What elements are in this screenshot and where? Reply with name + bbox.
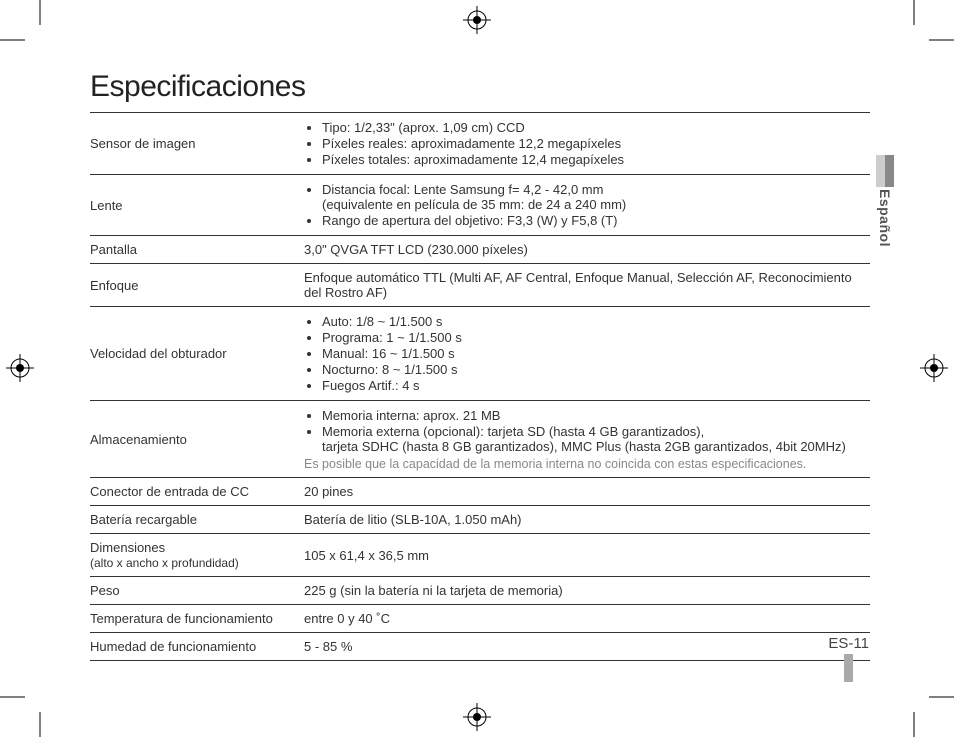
language-tab-label: Español (877, 189, 893, 247)
language-tab: Español (876, 155, 894, 247)
list-item: Píxeles reales: aproximadamente 12,2 meg… (322, 136, 866, 151)
row-label: Temperatura de funcionamiento (90, 605, 304, 633)
table-row: Pantalla 3,0" QVGA TFT LCD (230.000 píxe… (90, 236, 870, 264)
table-row: Conector de entrada de CC 20 pines (90, 478, 870, 506)
registration-mark-bottom (463, 703, 491, 731)
page-number-block: ES-11 (828, 635, 869, 682)
page-content: Especificaciones Sensor de imagen Tipo: … (90, 70, 870, 661)
table-row: Sensor de imagen Tipo: 1/2,33" (aprox. 1… (90, 113, 870, 175)
registration-mark-left (6, 354, 34, 382)
table-row: Enfoque Enfoque automático TTL (Multi AF… (90, 264, 870, 307)
row-value: Batería de litio (SLB-10A, 1.050 mAh) (304, 506, 870, 534)
row-label: Pantalla (90, 236, 304, 264)
spec-table: Sensor de imagen Tipo: 1/2,33" (aprox. 1… (90, 112, 870, 661)
row-label: Dimensiones (alto x ancho x profundidad) (90, 534, 304, 577)
list-item: Rango de apertura del objetivo: F3,3 (W)… (322, 213, 866, 228)
list-item: Memoria externa (opcional): tarjeta SD (… (322, 424, 866, 454)
list-item: Auto: 1/8 ~ 1/1.500 s (322, 314, 866, 329)
list-item: Nocturno: 8 ~ 1/1.500 s (322, 362, 866, 377)
page-title: Especificaciones (90, 70, 870, 104)
registration-mark-top (463, 6, 491, 34)
list-item: Tipo: 1/2,33" (aprox. 1,09 cm) CCD (322, 120, 866, 135)
table-row: Temperatura de funcionamiento entre 0 y … (90, 605, 870, 633)
row-label: Lente (90, 175, 304, 236)
row-label: Sensor de imagen (90, 113, 304, 175)
row-value: 225 g (sin la batería ni la tarjeta de m… (304, 577, 870, 605)
list-item: Manual: 16 ~ 1/1.500 s (322, 346, 866, 361)
table-row: Humedad de funcionamiento 5 - 85 % (90, 633, 870, 661)
row-value: 3,0" QVGA TFT LCD (230.000 píxeles) (304, 236, 870, 264)
table-row: Lente Distancia focal: Lente Samsung f= … (90, 175, 870, 236)
page-number-bar (844, 654, 853, 682)
table-row: Batería recargable Batería de litio (SLB… (90, 506, 870, 534)
registration-mark-right (920, 354, 948, 382)
row-label: Batería recargable (90, 506, 304, 534)
table-row: Almacenamiento Memoria interna: aprox. 2… (90, 401, 870, 478)
list-item: Programa: 1 ~ 1/1.500 s (322, 330, 866, 345)
list-item: Distancia focal: Lente Samsung f= 4,2 - … (322, 182, 866, 212)
row-value: 20 pines (304, 478, 870, 506)
row-value: 5 - 85 % (304, 633, 870, 661)
table-row: Dimensiones (alto x ancho x profundidad)… (90, 534, 870, 577)
row-value: 105 x 61,4 x 36,5 mm (304, 534, 870, 577)
list-item: Memoria interna: aprox. 21 MB (322, 408, 866, 423)
table-row: Peso 225 g (sin la batería ni la tarjeta… (90, 577, 870, 605)
list-item: Píxeles totales: aproximadamente 12,4 me… (322, 152, 866, 167)
row-label: Almacenamiento (90, 401, 304, 478)
list-item: Fuegos Artif.: 4 s (322, 378, 866, 393)
row-value: Enfoque automático TTL (Multi AF, AF Cen… (304, 264, 870, 307)
storage-note: Es posible que la capacidad de la memori… (304, 457, 866, 471)
row-label: Enfoque (90, 264, 304, 307)
row-label: Humedad de funcionamiento (90, 633, 304, 661)
table-row: Velocidad del obturador Auto: 1/8 ~ 1/1.… (90, 307, 870, 401)
row-label: Conector de entrada de CC (90, 478, 304, 506)
row-label: Peso (90, 577, 304, 605)
row-label: Velocidad del obturador (90, 307, 304, 401)
row-value: entre 0 y 40 ˚C (304, 605, 870, 633)
page-number: ES-11 (828, 635, 869, 652)
